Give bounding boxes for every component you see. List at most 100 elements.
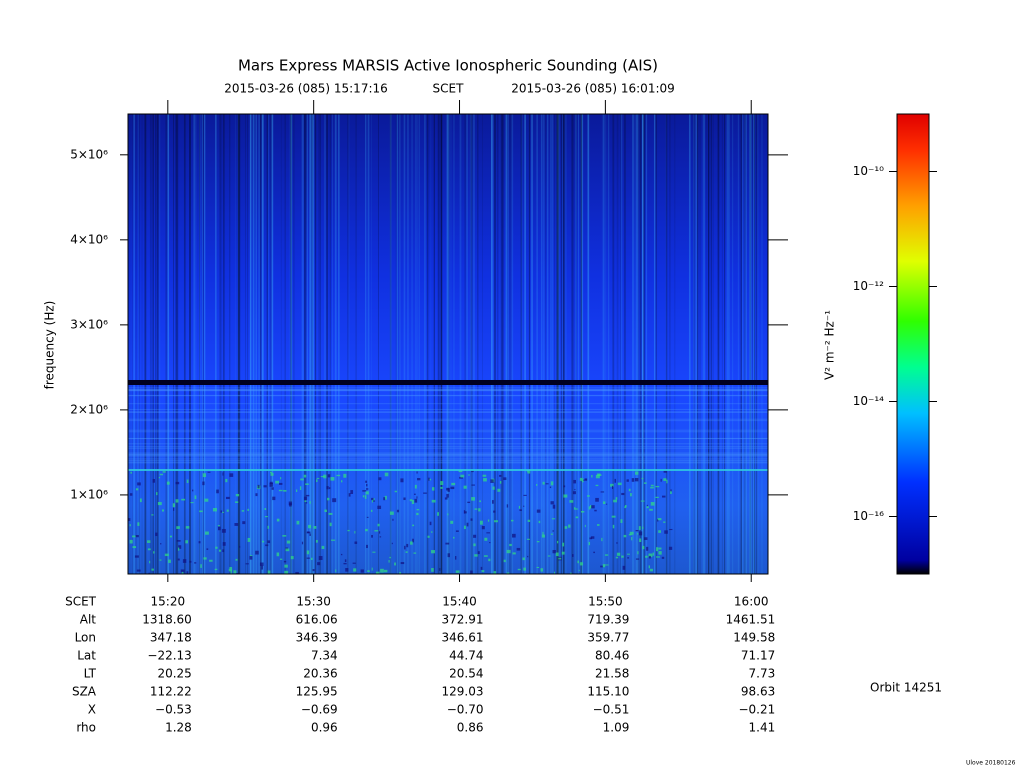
texture-stripe xyxy=(497,114,499,574)
texture-stripe xyxy=(301,114,303,574)
texture-stripe xyxy=(703,114,705,574)
texture-speckle xyxy=(450,486,455,490)
texture-speckle xyxy=(155,532,158,537)
texture-speckle xyxy=(245,563,249,565)
texture-speckle xyxy=(365,528,368,532)
texture-speckle xyxy=(175,481,180,485)
texture-speckle xyxy=(330,477,335,481)
texture-speckle xyxy=(597,524,600,526)
texture-speckle xyxy=(600,491,605,493)
texture-speckle xyxy=(405,551,408,553)
texture-speckle xyxy=(137,522,140,526)
texture-speckle xyxy=(473,543,476,547)
texture-speckle xyxy=(306,550,310,555)
texture-line xyxy=(128,389,768,391)
texture-speckle xyxy=(649,568,653,572)
texture-speckle xyxy=(423,492,427,494)
texture-stripe xyxy=(305,114,307,574)
texture-speckle xyxy=(335,569,337,573)
texture-speckle xyxy=(638,526,641,530)
texture-speckle xyxy=(536,566,540,568)
texture-stripe xyxy=(426,114,429,574)
texture-speckle xyxy=(202,481,205,486)
texture-stripe xyxy=(261,114,264,574)
texture-stripe xyxy=(637,114,639,574)
texture-stripe xyxy=(168,114,170,574)
texture-speckle xyxy=(332,498,337,503)
texture-speckle xyxy=(282,535,287,537)
texture-speckle xyxy=(490,479,494,483)
texture-speckle xyxy=(540,568,543,572)
texture-speckle xyxy=(413,493,416,495)
texture-line xyxy=(128,418,768,420)
y-tick-label: 5×10⁶ xyxy=(70,147,108,161)
texture-speckle xyxy=(541,534,545,538)
texture-speckle xyxy=(574,506,576,510)
texture-speckle xyxy=(577,560,580,564)
texture-stripe xyxy=(470,114,471,574)
texture-stripe xyxy=(744,114,746,574)
texture-speckle xyxy=(600,565,604,568)
texture-speckle xyxy=(450,520,454,524)
texture-speckle xyxy=(616,552,621,556)
ephemeris-value: 1.09 xyxy=(603,721,630,735)
texture-stripe xyxy=(440,114,442,574)
texture-stripe xyxy=(318,114,321,574)
texture-speckle xyxy=(399,572,402,574)
texture-speckle xyxy=(506,572,510,574)
y-tick-label: 2×10⁶ xyxy=(70,402,108,416)
texture-stripe xyxy=(708,114,710,574)
chart-title: Mars Express MARSIS Active Ionospheric S… xyxy=(238,57,658,75)
texture-speckle xyxy=(130,471,132,474)
ephemeris-label: X xyxy=(88,703,96,717)
texture-speckle xyxy=(250,555,253,557)
texture-speckle xyxy=(568,524,571,528)
texture-speckle xyxy=(309,501,311,504)
texture-speckle xyxy=(192,489,194,492)
texture-stripe xyxy=(581,114,583,574)
texture-stripe xyxy=(558,114,560,574)
texture-stripe xyxy=(477,114,479,574)
texture-speckle xyxy=(658,551,662,555)
texture-stripe xyxy=(202,114,204,574)
texture-speckle xyxy=(499,481,502,484)
texture-speckle xyxy=(563,485,566,488)
texture-speckle xyxy=(206,548,209,550)
texture-speckle xyxy=(483,555,488,557)
texture-speckle xyxy=(662,495,666,498)
texture-speckle xyxy=(416,471,418,474)
texture-speckle xyxy=(652,552,655,556)
texture-speckle xyxy=(431,568,434,572)
texture-stripe xyxy=(727,114,730,574)
texture-speckle xyxy=(650,484,654,487)
texture-stripe xyxy=(653,114,656,574)
texture-speckle xyxy=(669,528,673,531)
x-tick-label: 15:20 xyxy=(151,595,186,609)
texture-stripe xyxy=(267,114,270,574)
texture-line xyxy=(128,446,768,448)
texture-speckle xyxy=(536,541,540,543)
texture-stripe xyxy=(620,114,623,574)
texture-speckle xyxy=(134,555,139,558)
texture-stripe xyxy=(693,114,695,574)
texture-speckle xyxy=(553,571,555,574)
texture-stripe xyxy=(637,114,640,574)
texture-stripe xyxy=(396,114,398,574)
texture-stripe xyxy=(752,114,754,574)
texture-speckle xyxy=(394,562,396,566)
texture-line xyxy=(128,429,768,431)
texture-stripe xyxy=(215,114,217,574)
texture-stripe xyxy=(724,114,726,574)
texture-speckle xyxy=(635,558,640,560)
texture-stripe xyxy=(311,114,313,574)
texture-stripe xyxy=(604,114,607,574)
texture-speckle xyxy=(663,478,667,481)
texture-speckle xyxy=(299,486,302,491)
texture-stripe xyxy=(338,114,340,574)
texture-stripe xyxy=(563,114,565,574)
texture-speckle xyxy=(347,529,350,532)
texture-speckle xyxy=(413,552,417,554)
texture-speckle xyxy=(538,520,541,524)
texture-speckle xyxy=(181,571,184,574)
texture-stripe xyxy=(587,114,589,574)
